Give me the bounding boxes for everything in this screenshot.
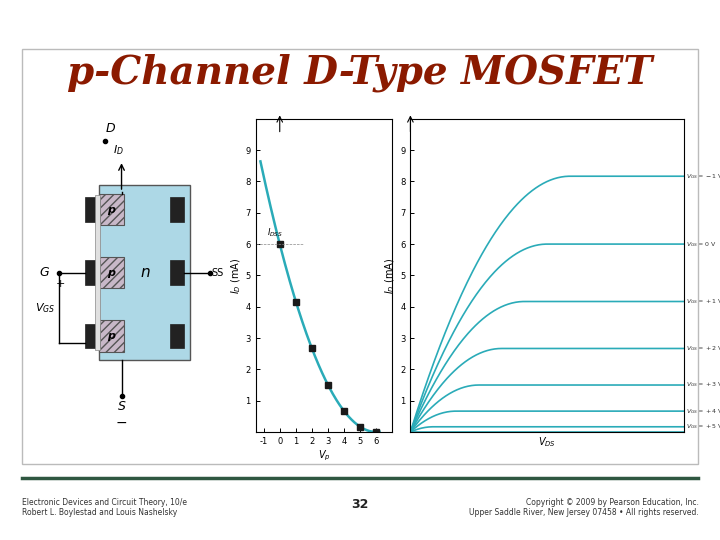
- Bar: [85, 323, 100, 348]
- Text: S: S: [117, 400, 125, 413]
- X-axis label: $V_p$: $V_p$: [318, 449, 330, 463]
- Text: $I_{DSS}$: $I_{DSS}$: [267, 227, 283, 239]
- Text: $V_{GS}=+5$ V: $V_{GS}=+5$ V: [686, 422, 720, 431]
- Text: n: n: [141, 265, 150, 280]
- Text: $I_D$: $I_D$: [114, 143, 125, 157]
- Text: $V_{GS}=-1$ V: $V_{GS}=-1$ V: [686, 172, 720, 181]
- Text: SS: SS: [211, 268, 223, 278]
- Text: Copyright © 2009 by Pearson Education, Inc.
Upper Saddle River, New Jersey 07458: Copyright © 2009 by Pearson Education, I…: [469, 498, 698, 517]
- Text: +: +: [55, 279, 65, 289]
- Text: p: p: [107, 331, 115, 341]
- Bar: [170, 260, 184, 285]
- Bar: [99, 257, 124, 288]
- Text: p-Channel D-Type MOSFET: p-Channel D-Type MOSFET: [68, 54, 652, 92]
- Bar: [85, 197, 100, 222]
- Text: $V_{GS}$: $V_{GS}$: [35, 301, 55, 315]
- Text: p: p: [107, 268, 115, 278]
- Text: Electronic Devices and Circuit Theory, 10/e
Robert L. Boylestad and Louis Nashel: Electronic Devices and Circuit Theory, 1…: [22, 498, 186, 517]
- Y-axis label: $I_D$ (mA): $I_D$ (mA): [384, 257, 397, 294]
- Text: $V_{GS}=+4$ V: $V_{GS}=+4$ V: [686, 407, 720, 416]
- Bar: [170, 323, 184, 348]
- Text: p: p: [107, 205, 115, 214]
- Text: −: −: [116, 416, 127, 430]
- Bar: [99, 185, 190, 361]
- Bar: [99, 320, 124, 352]
- Bar: [85, 260, 100, 285]
- Text: D: D: [105, 122, 115, 136]
- Text: 32: 32: [351, 498, 369, 511]
- Text: $V_{GS}=0$ V: $V_{GS}=0$ V: [686, 240, 716, 248]
- Text: $V_{GS}=+1$ V: $V_{GS}=+1$ V: [686, 297, 720, 306]
- Bar: [99, 194, 124, 225]
- Bar: [170, 197, 184, 222]
- Y-axis label: $I_D$ (mA): $I_D$ (mA): [229, 257, 243, 294]
- Text: PEARSON: PEARSON: [22, 495, 64, 504]
- X-axis label: $V_{DS}$: $V_{DS}$: [538, 435, 557, 449]
- Text: $V_{GS}=+3$ V: $V_{GS}=+3$ V: [686, 381, 720, 389]
- Bar: [95, 195, 100, 350]
- Text: G: G: [40, 266, 49, 279]
- Text: $V_{GS}=+2$ V: $V_{GS}=+2$ V: [686, 344, 720, 353]
